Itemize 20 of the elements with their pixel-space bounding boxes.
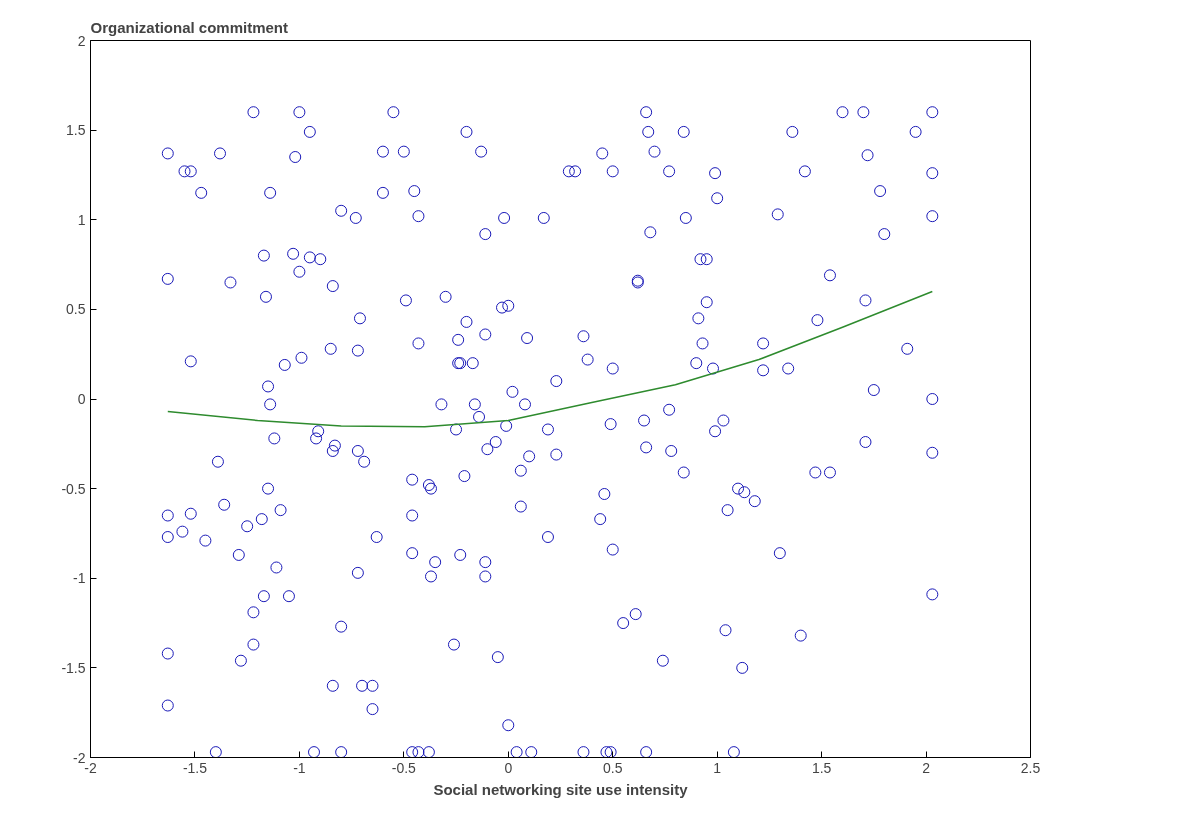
x-tick-label: -1	[293, 759, 306, 776]
x-tick-label: -0.5	[391, 759, 417, 776]
y-tick-label: -1.5	[61, 659, 86, 676]
y-tick-label: -1	[73, 570, 86, 587]
y-tick-label: 2	[77, 32, 86, 49]
x-tick-label: -1.5	[182, 759, 208, 776]
x-tick-label: 1	[713, 759, 722, 776]
y-tick-label: 0.5	[66, 301, 86, 318]
x-tick-label: 1.5	[811, 759, 832, 776]
y-tick-label: -0.5	[61, 480, 86, 497]
y-tick-label: 1.5	[66, 122, 86, 139]
line-series	[167, 290, 934, 428]
x-tick-label: 2.5	[1020, 759, 1041, 776]
x-tick-label: 0	[504, 759, 513, 776]
x-tick-label: 0.5	[602, 759, 623, 776]
x-tick-label: 2	[922, 759, 931, 776]
y-tick-label: 1	[77, 211, 86, 228]
y-axis-title: Organizational commitment	[90, 18, 289, 36]
y-tick-label: 0	[77, 391, 86, 407]
x-axis-title: Social networking site use intensity	[433, 780, 689, 798]
